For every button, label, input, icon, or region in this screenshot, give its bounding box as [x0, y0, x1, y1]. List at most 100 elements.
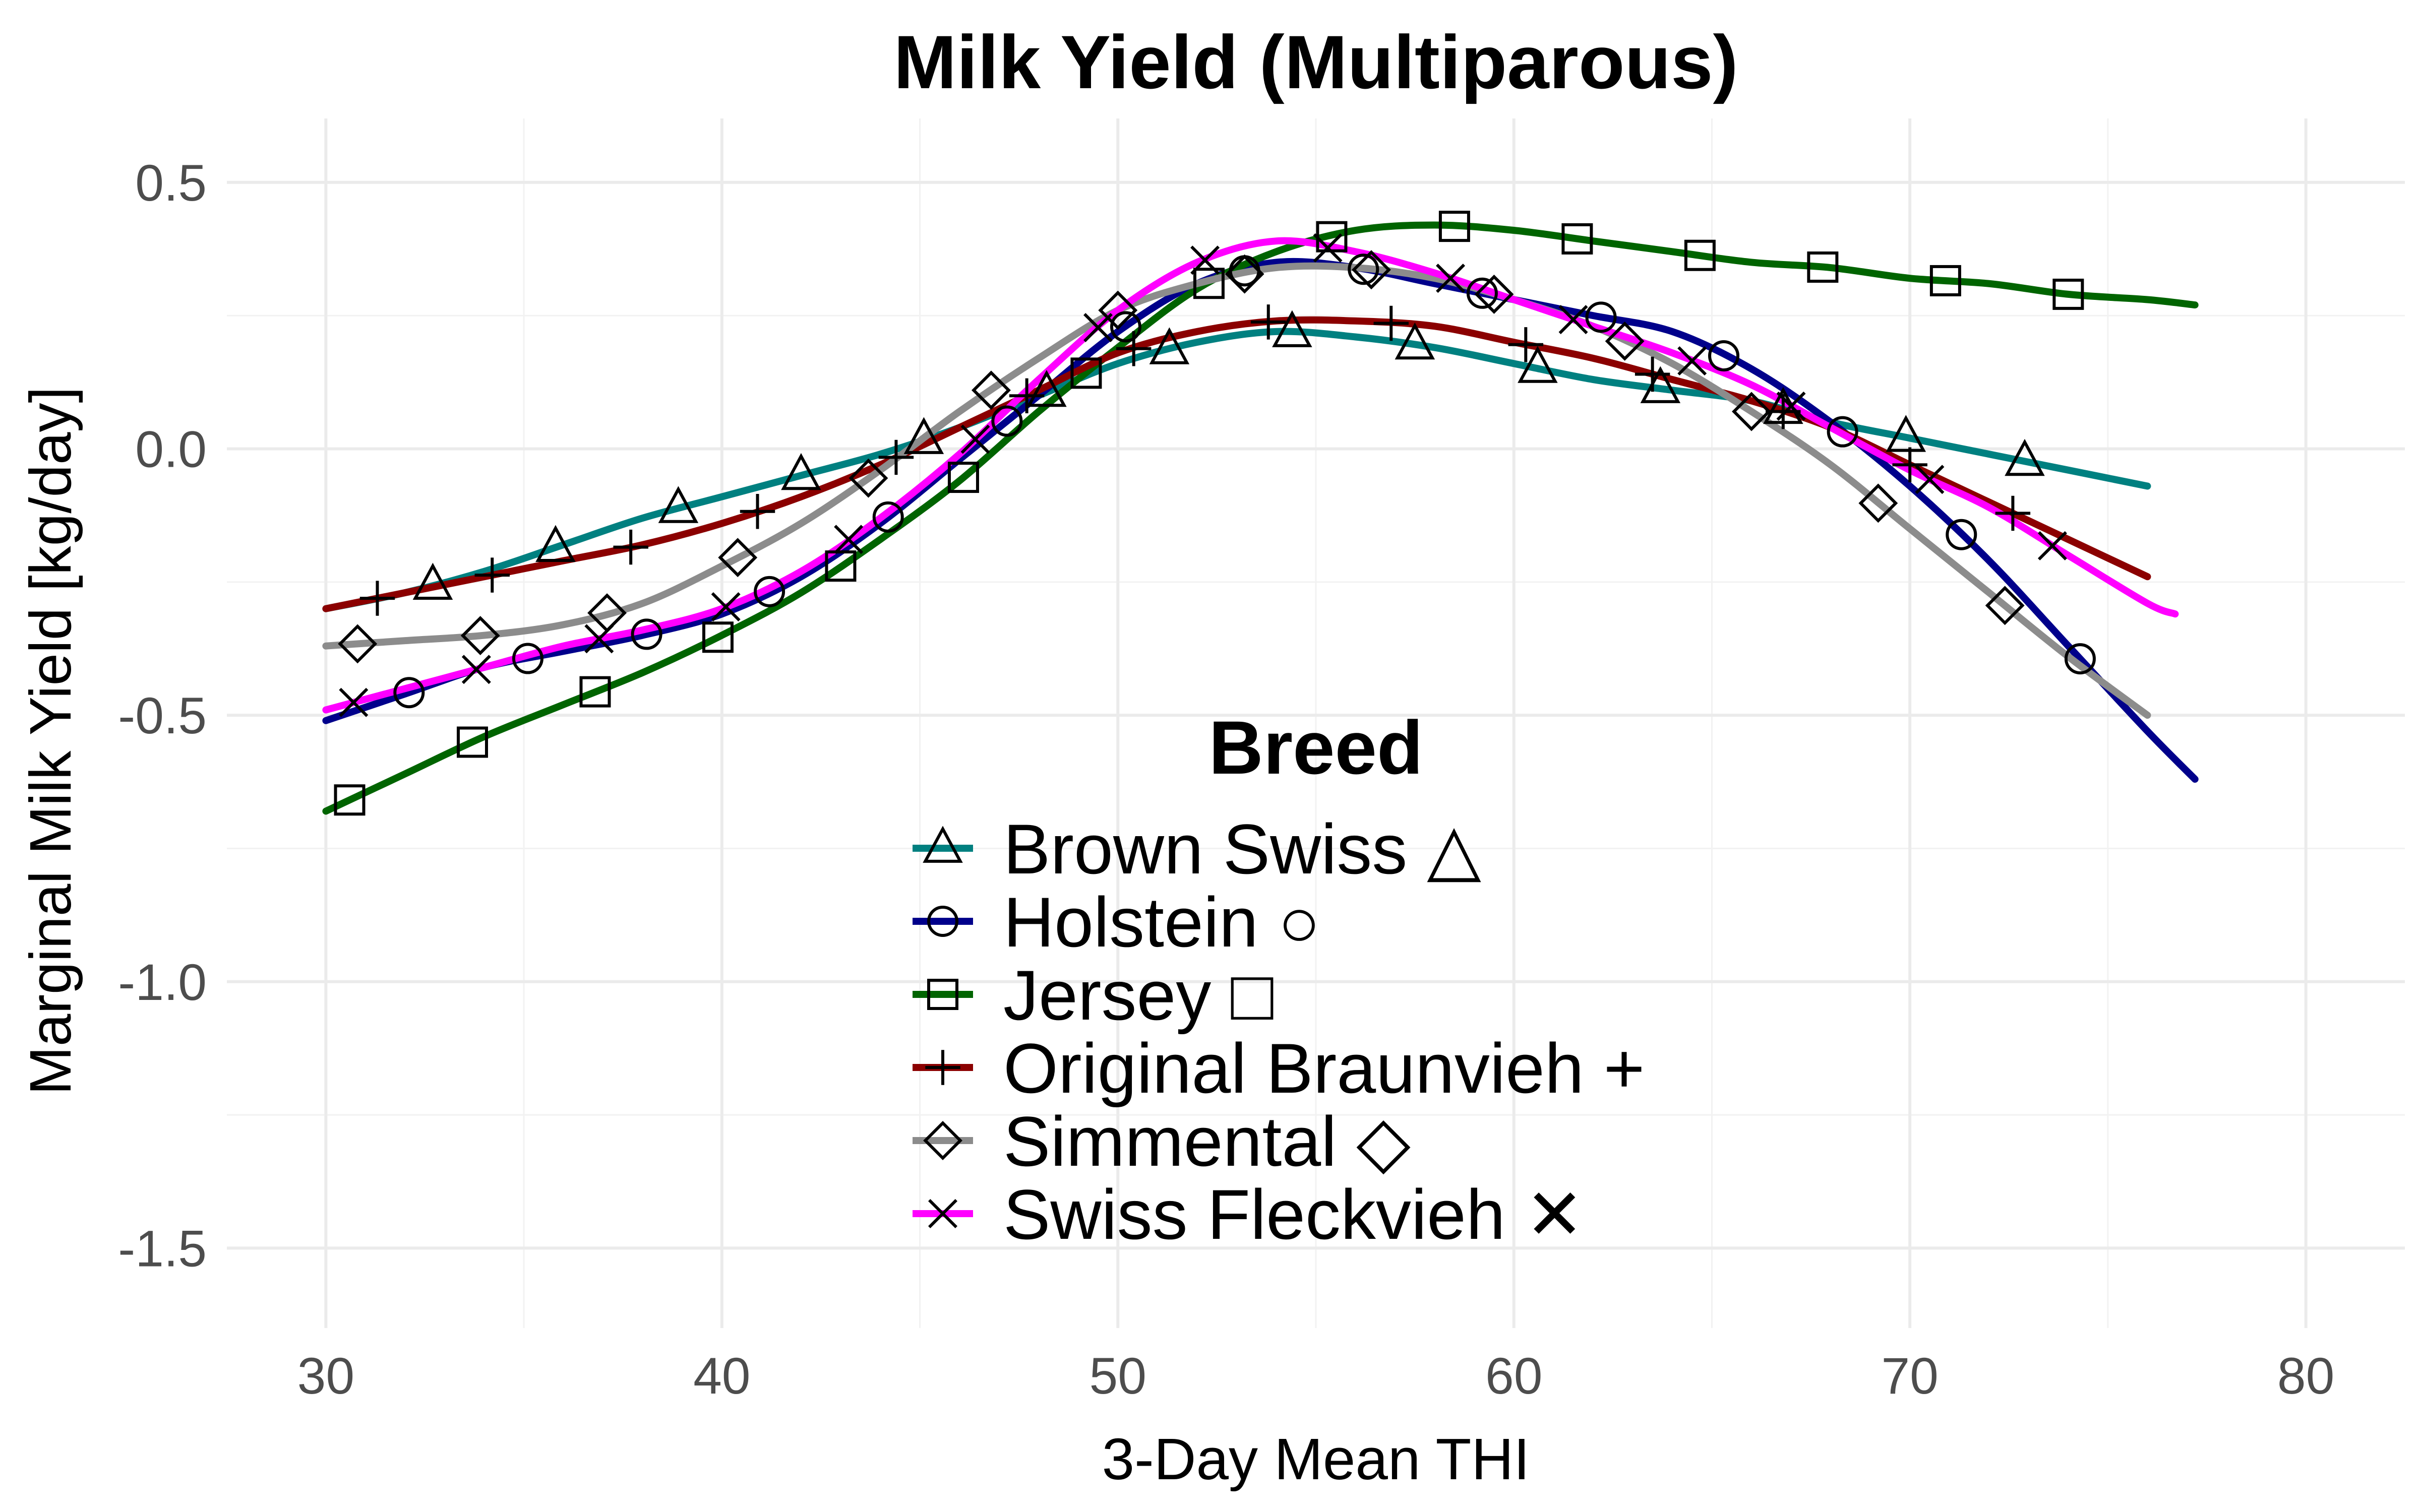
legend-key-marker	[923, 1121, 962, 1160]
series-point-brown-swiss	[903, 417, 944, 454]
x-axis-title: 3-Day Mean THI	[1102, 1426, 1530, 1492]
series-point-simmental	[1985, 586, 2025, 625]
x-tick-label: 40	[693, 1347, 750, 1405]
legend-label: Brown Swiss △	[1003, 809, 1481, 889]
series-point-jersey	[579, 676, 611, 708]
series-point-simmental	[718, 538, 758, 578]
series-line-holstein	[322, 258, 2199, 783]
series-point-holstein	[393, 677, 425, 709]
series-point-brown-swiss	[2005, 438, 2045, 476]
x-tick-label: 50	[1090, 1347, 1146, 1405]
series-point-holstein	[1348, 254, 1379, 285]
series-point-holstein	[754, 576, 785, 607]
y-tick-label: -1.5	[118, 1220, 207, 1277]
series-point-swiss-fleckvieh	[1558, 305, 1588, 335]
series-point-brown-swiss	[1395, 322, 1435, 360]
x-tick-label: 30	[297, 1347, 354, 1405]
y-axis-title: Marginal Milk Yield [kg/day]	[18, 387, 83, 1095]
series-line-swiss-fleckvieh	[322, 237, 2179, 714]
series-point-simmental	[1352, 250, 1391, 290]
series-point-holstein	[1827, 416, 1858, 448]
series-point-swiss-fleckvieh	[1190, 245, 1220, 275]
series-point-jersey	[456, 726, 488, 758]
legend-key-marker	[923, 826, 963, 863]
legend-label: Jersey □	[1003, 956, 1274, 1035]
series-point-brown-swiss	[1518, 346, 1558, 383]
series-point-jersey	[825, 550, 857, 582]
series-point-simmental	[1858, 483, 1898, 523]
series-point-swiss-fleckvieh	[339, 687, 369, 717]
series-point-swiss-fleckvieh	[1436, 264, 1466, 293]
legend-key-marker	[925, 1050, 960, 1085]
y-tick-label: -0.5	[118, 687, 207, 744]
y-tick-label: -1.0	[118, 954, 207, 1011]
legend-label: Original Braunvieh +	[1003, 1029, 1645, 1108]
series-point-simmental	[1225, 254, 1264, 294]
x-tick-label: 80	[2277, 1347, 2334, 1405]
series-point-holstein	[2064, 643, 2096, 675]
series-point-original-braunvieh	[359, 581, 395, 616]
legend-item-brown-swiss: Brown Swiss △	[913, 809, 1481, 889]
series-point-holstein	[631, 618, 662, 650]
series-lines	[322, 221, 2199, 815]
series-point-original-braunvieh	[878, 439, 914, 475]
series-point-original-braunvieh	[1508, 327, 1544, 362]
legend-key-marker	[927, 906, 958, 937]
series-point-swiss-fleckvieh	[1313, 233, 1343, 263]
series-point-simmental	[849, 458, 888, 498]
series-point-original-braunvieh	[613, 529, 648, 565]
legend-label: Swiss Fleckvieh ✕	[1003, 1175, 1584, 1254]
series-point-original-braunvieh	[474, 557, 510, 593]
series-point-original-braunvieh	[740, 494, 775, 529]
series-point-original-braunvieh	[1995, 495, 2031, 531]
series-point-simmental	[971, 370, 1011, 410]
series-markers	[334, 211, 2096, 816]
series-point-brown-swiss	[1886, 415, 1926, 452]
series-point-holstein	[1946, 519, 1977, 550]
series-point-brown-swiss	[781, 453, 821, 490]
series-point-swiss-fleckvieh	[834, 525, 864, 554]
legend-item-jersey: Jersey □	[913, 956, 1274, 1035]
series-point-jersey	[1929, 265, 1961, 296]
series-point-simmental	[460, 616, 500, 656]
series-point-swiss-fleckvieh	[584, 624, 614, 654]
series-point-holstein	[1466, 277, 1498, 309]
series-point-simmental	[1732, 392, 1771, 431]
series-point-jersey	[947, 462, 979, 493]
series-point-brown-swiss	[1026, 369, 1067, 407]
series-point-jersey	[1807, 251, 1839, 283]
legend-item-swiss-fleckvieh: Swiss Fleckvieh ✕	[913, 1175, 1584, 1254]
series-point-swiss-fleckvieh	[1677, 346, 1707, 376]
series-line-brown-swiss	[322, 328, 2151, 612]
x-tick-label: 70	[1881, 1347, 1938, 1405]
series-point-holstein	[1110, 311, 1141, 343]
series-line-original-braunvieh	[322, 316, 2151, 612]
series-point-original-braunvieh	[1635, 356, 1670, 392]
series-point-jersey	[1684, 239, 1716, 271]
series-point-original-braunvieh	[1009, 378, 1045, 414]
series-point-swiss-fleckvieh	[711, 592, 741, 621]
series-point-brown-swiss	[1149, 327, 1190, 364]
series-point-jersey	[702, 621, 734, 653]
legend-title: Breed	[1208, 705, 1423, 790]
series-point-brown-swiss	[1272, 310, 1312, 347]
series-point-swiss-fleckvieh	[461, 655, 491, 684]
series-point-holstein	[512, 643, 543, 674]
series-point-swiss-fleckvieh	[1776, 391, 1806, 421]
series-point-simmental	[1098, 290, 1138, 330]
series-line-simmental	[322, 262, 2151, 719]
x-tick-label: 60	[1485, 1347, 1542, 1405]
tick-labels: 30 40 50 60 70 80 -1.5 -1.0 -0.5 0.0 0.5	[118, 154, 2334, 1405]
series-point-jersey	[1193, 268, 1225, 299]
legend-key-marker	[928, 1199, 958, 1229]
series-point-swiss-fleckvieh	[960, 424, 990, 454]
series-point-holstein	[1585, 301, 1617, 333]
series-point-simmental	[1605, 321, 1645, 361]
series-point-simmental	[1474, 274, 1514, 314]
legend-item-holstein: Holstein ○	[913, 883, 1320, 962]
series-point-swiss-fleckvieh	[2037, 531, 2067, 560]
series-point-jersey	[2052, 278, 2084, 310]
legend: Breed Brown Swiss △Holstein ○Jersey □Ori…	[913, 705, 1645, 1254]
series-point-swiss-fleckvieh	[1083, 312, 1113, 342]
